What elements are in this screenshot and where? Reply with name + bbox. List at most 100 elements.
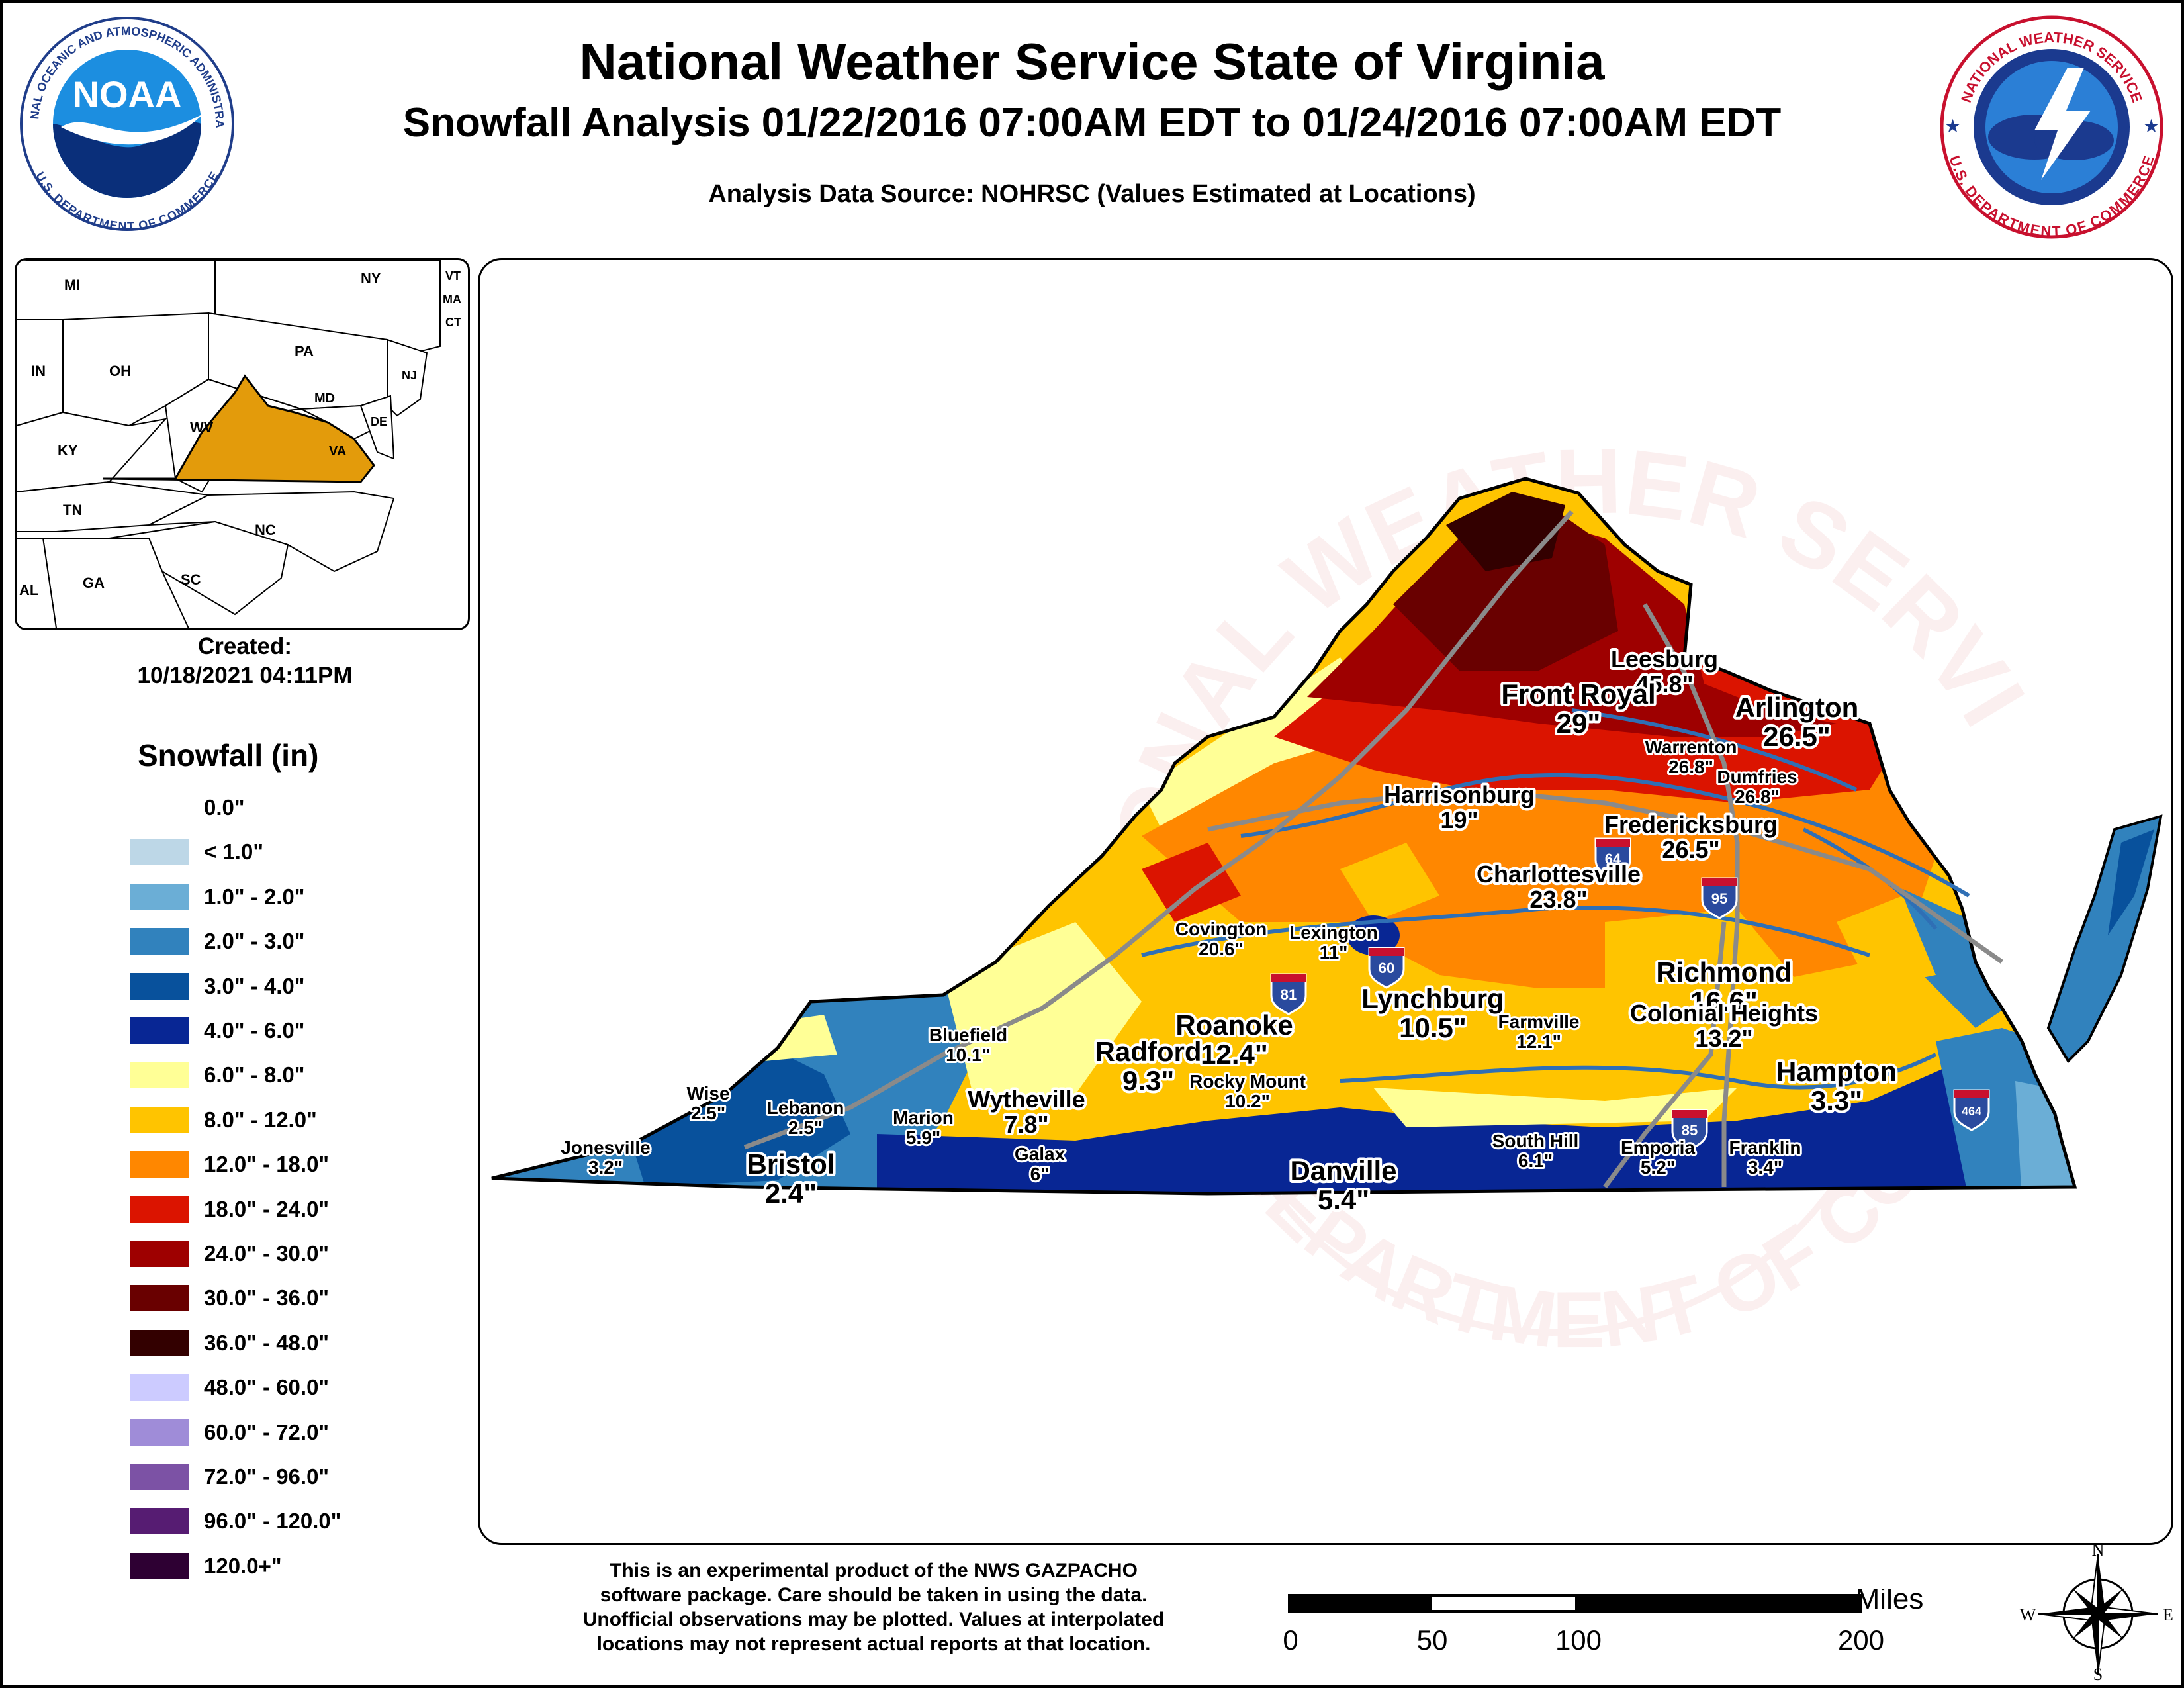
legend-item: 8.0" - 12.0": [130, 1106, 317, 1133]
legend-label: 6.0" - 8.0": [204, 1062, 305, 1088]
legend-swatch: [130, 1241, 189, 1267]
state-label: KY: [58, 442, 78, 459]
legend-item: 0.0": [130, 794, 245, 821]
city-snow-value: 16.6": [1690, 986, 1758, 1017]
city-name: Bristol: [747, 1149, 835, 1180]
city-snow-value: 6.1": [1518, 1150, 1553, 1171]
legend-swatch: [130, 883, 189, 910]
state-label: DE: [371, 415, 387, 428]
legend-label: 4.0" - 6.0": [204, 1018, 305, 1043]
rivers: [1141, 708, 1970, 1090]
city-snow-value: 13.2": [1695, 1025, 1752, 1052]
legend-item: 4.0" - 6.0": [130, 1017, 304, 1044]
city-name: Warrenton: [1645, 737, 1737, 757]
legend-label: 24.0" - 30.0": [204, 1241, 330, 1266]
compass-w: W: [2020, 1605, 2036, 1624]
city-snow-value: 3.4": [1748, 1157, 1782, 1178]
city-name: Farmville: [1498, 1011, 1580, 1032]
city-snow-value: 5.9": [906, 1127, 940, 1148]
legend-item: 30.0" - 36.0": [130, 1285, 330, 1312]
city-name: Leesburg: [1611, 645, 1718, 673]
scale-tick: 100: [1555, 1624, 1602, 1656]
state-label: NC: [255, 522, 276, 538]
legend-swatch: [130, 794, 189, 821]
state-label: MD: [314, 391, 335, 406]
created-value: 10/18/2021 04:11PM: [137, 663, 353, 688]
state-label: NY: [361, 270, 381, 287]
legend-label: 30.0" - 36.0": [204, 1286, 330, 1311]
locator-inset-map: MI NY VT MA CT PA NJ IN OH MD DE WV KY V…: [15, 258, 470, 630]
disclaimer: This is an experimental product of the N…: [543, 1558, 1205, 1656]
state-label: IN: [31, 363, 46, 379]
city-name: Emporia: [1621, 1137, 1695, 1158]
scale-tick: 50: [1417, 1624, 1448, 1656]
legend-swatch: [130, 928, 189, 955]
noaa-logo-icon: NOAA NATIONAL OCEANIC AND ATMOSPHERIC AD…: [15, 15, 234, 233]
city-name: Lexington: [1289, 922, 1378, 943]
city-snow-value: 3.2": [588, 1157, 623, 1178]
legend-swatch: [130, 1196, 189, 1223]
legend-item: 2.0" - 3.0": [130, 928, 304, 955]
interstate-shield-icon: 81: [1270, 973, 1307, 1015]
city-name: Colonial Heights: [1630, 1000, 1818, 1027]
city-name: Dumfries: [1717, 767, 1797, 787]
legend-swatch: [130, 1374, 189, 1401]
legend-item: 1.0" - 2.0": [130, 883, 304, 910]
city-snow-value: 11": [1320, 942, 1348, 962]
city-snow-value: 45.8": [1635, 671, 1693, 698]
compass-e: E: [2163, 1605, 2173, 1624]
city-snow-value: 23.8": [1529, 886, 1587, 913]
city-snow-value: 26.8": [1735, 786, 1780, 807]
state-label: NJ: [402, 369, 417, 382]
legend-label: 60.0" - 72.0": [204, 1419, 330, 1444]
city-snow-value: 5.4": [1318, 1184, 1369, 1215]
city-snow-value: 12.4": [1201, 1039, 1268, 1070]
compass-rose-icon: N S E W: [2020, 1542, 2173, 1681]
legend-swatch: [130, 1106, 189, 1133]
compass-s: S: [2093, 1665, 2103, 1681]
interstate-number: 95: [1711, 890, 1727, 907]
legend-label: 36.0" - 48.0": [204, 1330, 330, 1355]
created-label: Created:: [198, 633, 292, 659]
city-name: Rocky Mount: [1189, 1071, 1306, 1092]
disclaimer-line: locations may not represent actual repor…: [596, 1633, 1151, 1655]
city-snow-value: 7.8": [1004, 1111, 1048, 1138]
state-label: TN: [63, 502, 82, 518]
legend-item: 96.0" - 120.0": [130, 1508, 341, 1535]
city-snow-value: 3.3": [1811, 1085, 1862, 1116]
city-name: Charlottesville: [1477, 861, 1641, 888]
city-snow-value: 6": [1030, 1164, 1050, 1184]
city-snow-value: 19": [1440, 806, 1478, 833]
interstate-shield-icon: 64: [1594, 837, 1631, 880]
snowfall-map[interactable]: NATIONAL WEATHER SERVICE U.S. DEPARTMENT…: [478, 258, 2173, 1545]
state-label: PA: [295, 343, 314, 359]
scale-unit: Miles: [1856, 1589, 1924, 1615]
city-name: Galax: [1015, 1144, 1066, 1164]
city-name: Front Royal: [1501, 679, 1655, 710]
city-name: Wise: [686, 1083, 729, 1103]
legend-item: 24.0" - 30.0": [130, 1241, 329, 1267]
state-label: GA: [83, 575, 105, 591]
scale-tick: 200: [1838, 1624, 1884, 1656]
interstate-number: 85: [1682, 1122, 1698, 1139]
legend-label: 0.0": [204, 795, 245, 820]
city-name: Radford: [1095, 1036, 1202, 1067]
state-label: AL: [19, 582, 38, 598]
city-name: Richmond: [1656, 957, 1792, 988]
svg-text:★: ★: [1944, 115, 1961, 137]
